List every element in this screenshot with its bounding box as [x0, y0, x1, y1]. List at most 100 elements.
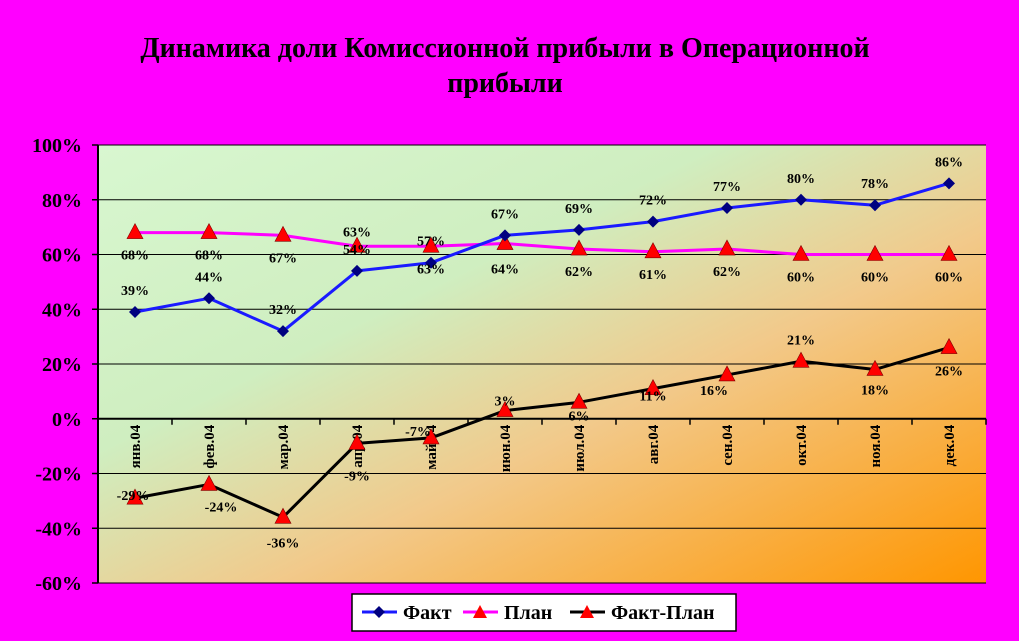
y-tick-label: 100% — [32, 135, 82, 157]
triangle-icon — [422, 428, 440, 445]
diamond-icon — [203, 292, 215, 305]
y-tick-label: 40% — [42, 299, 82, 321]
data-label: 39% — [121, 284, 149, 299]
legend: Факт План Факт-План — [351, 593, 737, 632]
triangle-icon — [496, 400, 514, 417]
data-label: 68% — [195, 249, 223, 264]
data-label: 72% — [639, 194, 667, 209]
triangle-icon — [348, 236, 366, 253]
data-label: 21% — [787, 333, 815, 348]
data-label: -9% — [344, 469, 370, 484]
data-label: 18% — [861, 383, 889, 398]
data-label: 64% — [491, 263, 519, 278]
y-tick-label: 0% — [52, 409, 82, 431]
series-layer — [126, 177, 958, 524]
data-label: 60% — [787, 271, 815, 286]
legend-label-fakt: Факт — [403, 602, 452, 624]
x-tick-label: авг.04 — [646, 424, 662, 464]
diamond-icon — [721, 201, 733, 214]
y-tick-label: -40% — [35, 518, 82, 540]
y-tick-label: 20% — [42, 354, 82, 376]
legend-item-plan: План — [463, 602, 552, 624]
y-tick-label: -20% — [35, 464, 82, 486]
data-label: 67% — [269, 251, 297, 266]
triangle-icon — [200, 222, 218, 239]
triangle-icon — [200, 474, 218, 491]
data-label: 32% — [269, 303, 297, 318]
data-label: 6% — [569, 409, 590, 424]
data-label: 69% — [565, 202, 593, 217]
x-tick-label: окт.04 — [794, 424, 810, 466]
triangle-icon — [126, 222, 144, 239]
triangle-icon — [718, 239, 736, 256]
x-tick-label: июн.04 — [498, 424, 514, 472]
diamond-icon — [795, 193, 807, 206]
data-labels: 68% 68% 67% 63% 63% 64% 62% 61% 62% 60% 60% 60% 39% 4… — [117, 155, 963, 551]
data-label: 63% — [343, 225, 371, 240]
x-tick-label: янв.04 — [128, 424, 144, 468]
triangle-icon — [580, 605, 594, 618]
legend-label-fakt-plan: Факт-План — [611, 602, 715, 624]
data-label: 62% — [713, 265, 741, 280]
triangle-icon — [940, 244, 958, 261]
data-label: 26% — [935, 365, 963, 380]
triangle-icon — [274, 225, 292, 242]
x-tick-label: ноя.04 — [868, 424, 884, 467]
diamond-icon — [647, 215, 659, 228]
y-tick-label: 60% — [42, 245, 82, 267]
triangle-icon — [496, 233, 514, 250]
data-label: -24% — [205, 500, 238, 515]
triangle-icon — [644, 379, 662, 395]
diamond-icon — [869, 199, 881, 212]
data-label: 11% — [639, 390, 666, 405]
triangle-icon — [274, 507, 292, 524]
x-tick-label: дек.04 — [942, 424, 958, 466]
diamond-icon — [573, 223, 585, 236]
data-label: 57% — [417, 235, 445, 250]
legend-label-plan: План — [504, 602, 552, 624]
triangle-icon — [866, 244, 884, 261]
legend-box — [351, 593, 737, 632]
diamond-icon — [129, 305, 141, 318]
triangle-icon — [570, 392, 588, 409]
triangle-icon — [644, 242, 662, 259]
series-line-1 — [135, 231, 949, 256]
x-tick-label: мар.04 — [276, 424, 292, 469]
data-label: 86% — [935, 155, 963, 170]
diamond-icon — [425, 256, 437, 269]
data-label: 78% — [861, 177, 889, 192]
diamond-icon — [351, 264, 363, 277]
x-tick-label: сен.04 — [720, 424, 736, 465]
diamond-icon — [277, 325, 289, 338]
y-axis-ticks: 100% 80% 60% 40% 20% 0% -20% -40% -60% — [32, 135, 98, 595]
triangle-icon — [473, 605, 487, 618]
data-label: -29% — [117, 489, 150, 504]
data-label: 54% — [343, 243, 371, 258]
triangle-icon — [348, 433, 366, 450]
triangle-icon — [940, 337, 958, 354]
triangle-icon — [422, 236, 440, 253]
triangle-icon — [126, 488, 144, 505]
data-label: 60% — [935, 271, 963, 286]
series-line-2 — [134, 346, 950, 519]
triangle-icon — [792, 351, 810, 368]
diamond-icon — [499, 229, 511, 242]
data-label: -36% — [267, 536, 300, 551]
data-label: 80% — [787, 172, 815, 187]
triangle-icon — [718, 365, 736, 382]
data-label: 16% — [700, 384, 728, 399]
legend-item-fakt: Факт — [362, 602, 452, 624]
data-label: 67% — [491, 207, 519, 222]
series-line-0 — [134, 181, 950, 333]
data-label: 3% — [495, 395, 516, 410]
legend-item-fakt-plan: Факт-План — [570, 602, 715, 624]
triangle-icon — [792, 244, 810, 261]
data-label: 60% — [861, 271, 889, 286]
y-tick-label: 80% — [42, 190, 82, 212]
data-label: -7% — [405, 425, 431, 440]
x-tick-label: фев.04 — [202, 424, 218, 468]
triangle-icon — [570, 239, 588, 256]
diamond-icon — [943, 177, 955, 190]
triangle-icon — [866, 359, 884, 376]
